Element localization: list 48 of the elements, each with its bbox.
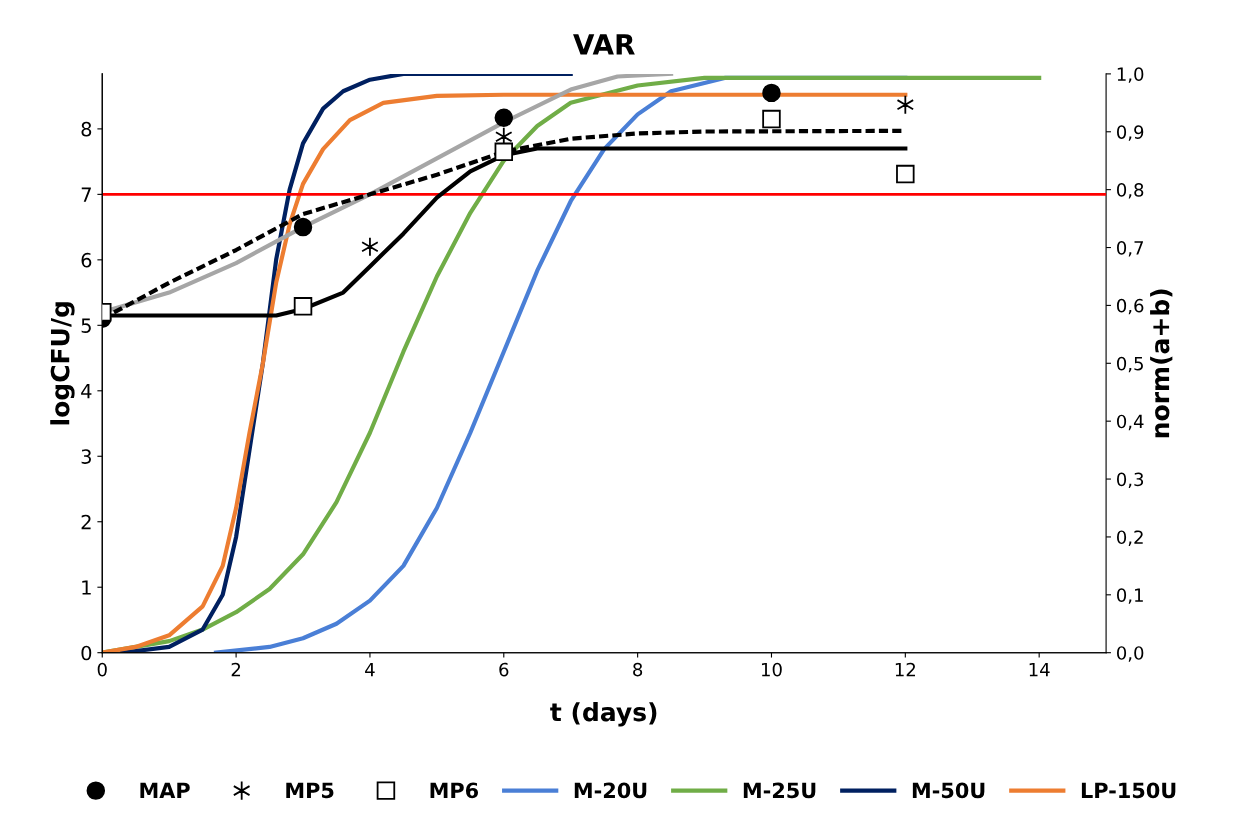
- legend-label: MP6: [430, 782, 479, 799]
- y-tick-label: 7: [81, 187, 91, 202]
- point: [896, 94, 915, 115]
- x-tick-label: 14: [1029, 662, 1050, 677]
- y-tick-label: 8: [81, 121, 92, 137]
- point: [762, 109, 781, 129]
- y2-tick-label: 0,3: [1117, 472, 1144, 489]
- x-tick-label: 0: [97, 662, 107, 677]
- y2-tick-label: 0,8: [1117, 183, 1144, 199]
- point: [293, 217, 313, 237]
- y2-tick-label: 0,6: [1117, 298, 1144, 315]
- legend-label: M-50U: [912, 782, 985, 799]
- x-tick-label: 12: [895, 662, 915, 677]
- x-tick-label: 2: [231, 662, 241, 677]
- chart-title: VAR: [573, 34, 635, 55]
- point: [896, 164, 915, 184]
- x-tick-label: 6: [499, 662, 509, 677]
- y2-tick-label: 0,4: [1117, 414, 1144, 431]
- y2-tick-label: 0,5: [1117, 356, 1143, 373]
- legend-label: MAP: [140, 782, 190, 798]
- y2-tick-label: 0,0: [1117, 646, 1144, 662]
- x-tick-label: 8: [633, 662, 643, 677]
- legend-label: LP-150U: [1081, 782, 1176, 799]
- y2-tick-label: 1,0: [1117, 67, 1144, 83]
- x-tick-label: 10: [761, 662, 782, 677]
- point: [361, 236, 379, 257]
- point: [762, 83, 781, 103]
- y-tick-label: 1: [82, 580, 91, 595]
- y2-tick-label: 0,9: [1117, 125, 1144, 141]
- legend-label: MP5: [286, 782, 334, 799]
- y-tick-label: 6: [81, 252, 92, 268]
- y-tick-label: 3: [81, 449, 91, 464]
- y-tick-label: 4: [81, 384, 92, 399]
- y2-tick-label: 0,2: [1117, 530, 1143, 546]
- y2-tick-label: 0,1: [1117, 588, 1143, 604]
- legend-label: M-20U: [574, 782, 647, 799]
- y2-tick-label: 0,7: [1117, 240, 1143, 257]
- legend-label: M-25U: [743, 782, 816, 799]
- x-axis-title: t (days): [550, 702, 657, 727]
- x-tick-label: 4: [365, 662, 375, 677]
- y-tick-label: 5: [81, 318, 91, 333]
- y-tick-label: 0: [81, 645, 92, 661]
- point: [494, 142, 514, 162]
- y2-axis-title: norm(a+b): [1150, 289, 1173, 438]
- y-tick-label: 2: [81, 514, 91, 530]
- point: [494, 108, 514, 127]
- y-axis-title: logCFU/g: [50, 302, 75, 425]
- point: [293, 297, 313, 316]
